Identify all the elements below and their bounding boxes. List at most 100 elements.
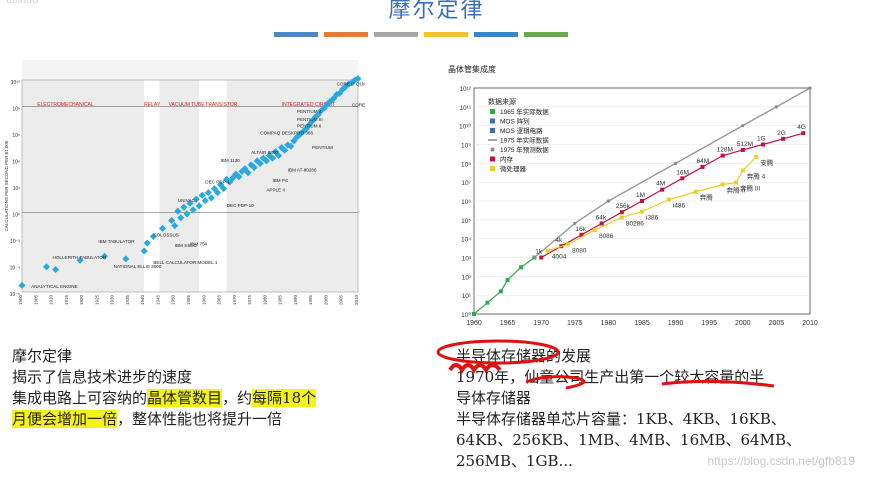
series-point xyxy=(781,136,786,141)
x-tick-label: 1940 xyxy=(140,294,145,305)
point-label: 64M xyxy=(696,158,709,165)
point-label: 1M xyxy=(636,192,645,199)
point-annotation: UNIVAC I xyxy=(178,198,198,203)
data-point xyxy=(354,75,362,83)
series-line xyxy=(473,257,535,315)
legend-title: 数据来源 xyxy=(488,97,516,106)
point-label: 4M xyxy=(656,181,665,188)
data-point xyxy=(171,222,179,230)
red-circle-heading xyxy=(436,339,560,365)
slide-title: 摩尔定律 xyxy=(388,0,485,23)
point-annotation: APPLE II xyxy=(266,187,285,192)
data-point xyxy=(180,203,188,211)
moore-law-heading: 摩尔定律 xyxy=(12,347,73,365)
data-point xyxy=(201,197,209,205)
capacity-line2: 64KB、256KB、1MB、4MB、16MB、64MB、 xyxy=(456,431,801,449)
data-point xyxy=(275,151,283,160)
series-point xyxy=(619,210,624,215)
y-tick-label: 10¹⁰ xyxy=(11,80,20,86)
legend-entry: 1975 年实际数据 xyxy=(500,136,549,145)
moore-law-line3: 集成电路上可容纳的晶体管数目，约每隔18个 xyxy=(12,388,317,409)
data-point xyxy=(189,206,197,214)
series-point xyxy=(741,124,745,128)
series-point xyxy=(539,255,544,260)
series-point xyxy=(505,277,510,282)
legend-entry: 1975 年预测数据 xyxy=(500,145,549,154)
x-tick-label: 1985 xyxy=(278,294,283,305)
series-point xyxy=(720,182,725,187)
data-point xyxy=(177,214,185,222)
series-point xyxy=(606,199,610,203)
line4-post: ，整体性能也将提升一倍 xyxy=(117,410,283,428)
series-point xyxy=(573,221,577,225)
data-point xyxy=(192,195,200,203)
moore-law-line4: 月便会增加一倍，整体性能也将提升一倍 xyxy=(12,409,316,430)
x-tick-label: 1950 xyxy=(171,294,176,305)
point-label: 奔腾 xyxy=(700,193,714,202)
point-label: 4004 xyxy=(552,254,567,261)
point-label: 1G xyxy=(757,136,766,143)
y-tick-label: 10¹¹ xyxy=(459,105,471,112)
point-label: 2G xyxy=(777,130,786,137)
era-label: RELAY xyxy=(144,102,161,108)
legend-marker xyxy=(490,166,495,171)
series-point xyxy=(801,131,806,136)
x-tick-label: 1915 xyxy=(64,294,69,305)
point-label: 4k xyxy=(555,237,563,244)
x-tick-label: 1965 xyxy=(500,320,516,327)
data-point xyxy=(262,157,270,165)
highlight-transistor-count: 晶体管数目 xyxy=(147,389,223,407)
line3-mid: ，约 xyxy=(222,389,253,407)
point-label: 奔腾 4 xyxy=(747,171,766,180)
point-annotation: IBM 704 xyxy=(190,242,208,247)
x-tick-label: 1945 xyxy=(155,294,160,305)
data-point xyxy=(183,210,191,218)
y-tick-label: 10⁰ xyxy=(461,311,471,319)
point-annotation: CORE 2 xyxy=(352,103,365,108)
y-tick-label: 10⁴ xyxy=(461,237,471,244)
point-label: 256k xyxy=(616,203,631,210)
y-tick-label: 10¹ xyxy=(462,293,472,300)
legend-marker xyxy=(490,147,495,152)
series-point xyxy=(754,154,759,159)
x-tick-label: 2005 xyxy=(769,320,785,327)
point-label: 512M xyxy=(737,141,753,148)
data-point xyxy=(235,173,243,181)
era-label: VACUUM TUBE xyxy=(169,102,206,108)
series-point xyxy=(566,242,571,247)
computing-history-chart: ELECTROMECHANICAL RELAY VACUUM TUBE TRANSIS… xyxy=(4,60,365,305)
x-tick-label: 1910 xyxy=(49,294,54,305)
point-annotation: ANALYTICAL ENGINE xyxy=(31,284,77,289)
series-line xyxy=(540,132,804,259)
point-label: 128M xyxy=(717,147,733,154)
series-point xyxy=(640,199,644,203)
series-point xyxy=(774,105,778,109)
era-image-strip xyxy=(22,60,358,82)
data-point xyxy=(143,239,151,247)
point-label: 8086 xyxy=(599,233,614,240)
data-point xyxy=(149,232,157,240)
point-label: 4G xyxy=(797,124,806,131)
accent-bar xyxy=(374,32,418,37)
series-point xyxy=(740,168,745,173)
series-point xyxy=(680,176,685,181)
series-point xyxy=(545,248,550,253)
x-tick-label: 1935 xyxy=(125,294,130,305)
point-annotation: NATIONAL ELLIS 3000 xyxy=(114,264,162,269)
point-label: i386 xyxy=(646,215,659,222)
data-point xyxy=(250,163,258,171)
series-point xyxy=(640,209,644,214)
x-tick-label: 1955 xyxy=(186,294,191,305)
chart-title: 晶体管集成度 xyxy=(448,64,496,74)
accent-bar xyxy=(274,32,318,37)
y-tick-label: 10¹² xyxy=(459,86,471,93)
series-point xyxy=(740,147,745,152)
plot-frame xyxy=(21,79,359,293)
point-annotation: PENTIUM xyxy=(312,145,333,150)
x-tick-label: 1960 xyxy=(201,294,206,305)
point-label: 64k xyxy=(596,214,607,221)
accent-bar xyxy=(424,32,468,37)
red-underline-fairchild xyxy=(525,375,586,390)
y-tick-label: 10⁵ xyxy=(461,218,471,225)
data-point xyxy=(256,159,264,168)
